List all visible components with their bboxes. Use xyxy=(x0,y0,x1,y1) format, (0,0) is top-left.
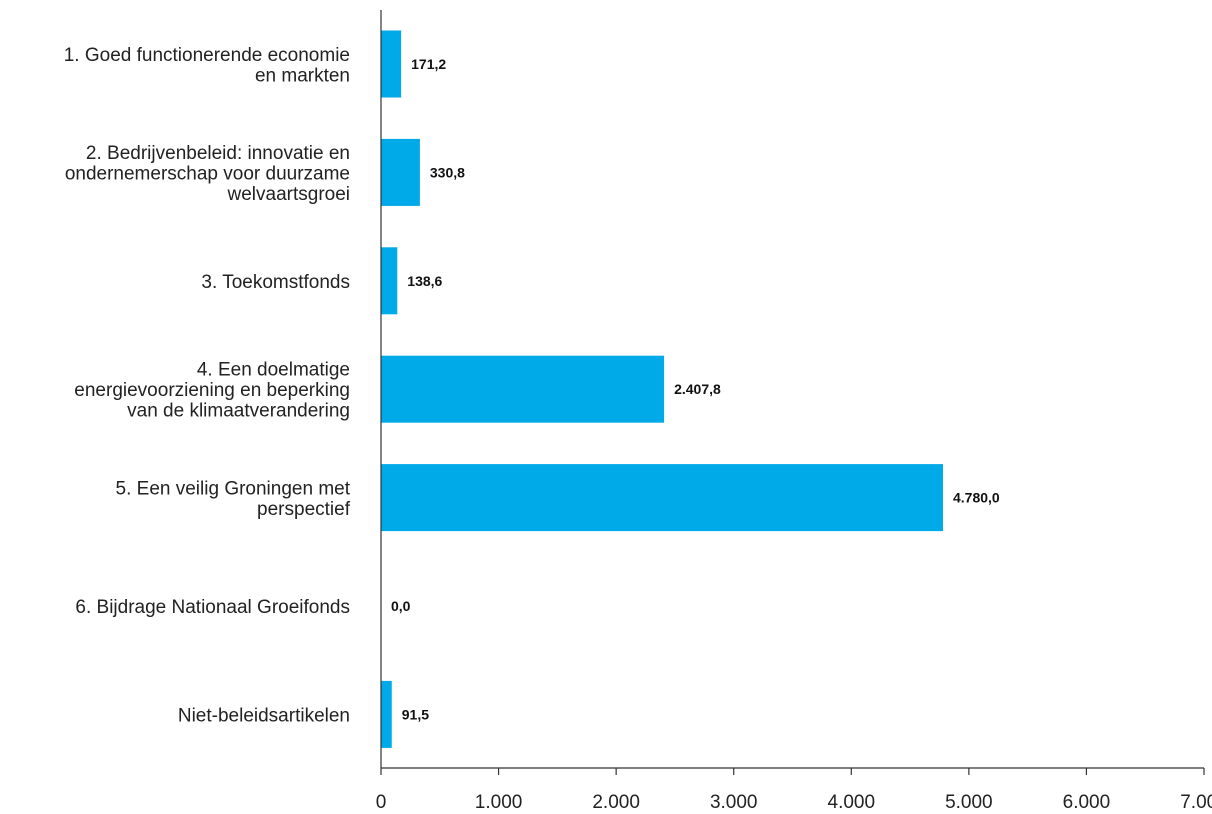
category-label-line: ondernemerschap voor duurzame xyxy=(65,163,350,184)
category-label-line: 1. Goed functionerende economie xyxy=(64,45,350,66)
bar-3 xyxy=(381,247,398,315)
category-label-line: 3. Toekomstfonds xyxy=(201,272,350,293)
category-label-line: 5. Een veilig Groningen met xyxy=(116,478,351,499)
value-label-5: 4.780,0 xyxy=(953,490,1000,506)
x-tick-label: 0 xyxy=(376,792,387,813)
x-tick-label: 3.000 xyxy=(710,792,758,813)
bar-5 xyxy=(381,464,943,532)
value-label-6: 0,0 xyxy=(391,598,411,614)
value-label-7: 91,5 xyxy=(402,706,429,722)
category-label-6: 6. Bijdrage Nationaal Groeifonds xyxy=(75,597,350,618)
x-tick-label: 7.000 xyxy=(1180,792,1212,813)
bar-7 xyxy=(381,680,392,748)
value-label-2: 330,8 xyxy=(430,164,465,180)
category-label-line: welvaartsgroei xyxy=(227,184,351,205)
x-axis-ticks: 0 1.000 2.000 3.000 4.000 5.000 6.000 7.000 xyxy=(376,768,1212,813)
x-tick-label: 5.000 xyxy=(945,792,993,813)
category-label-line: 6. Bijdrage Nationaal Groeifonds xyxy=(75,597,350,618)
category-label-line: 2. Bedrijvenbeleid: innovatie en xyxy=(86,143,350,164)
category-label-3: 3. Toekomstfonds xyxy=(201,272,350,293)
category-label-line: energievoorziening en beperking xyxy=(74,380,350,401)
x-tick-label: 6.000 xyxy=(1063,792,1111,813)
bars-layer xyxy=(381,30,943,748)
value-label-1: 171,2 xyxy=(411,56,446,72)
category-label-line: en markten xyxy=(255,65,350,86)
bar-2 xyxy=(381,138,420,206)
value-label-4: 2.407,8 xyxy=(674,381,721,397)
x-tick-label: 1.000 xyxy=(475,792,523,813)
value-labels: 171,2 330,8 138,6 2.407,8 4.780,0 0,0 91,5 xyxy=(391,56,1000,722)
category-label-line: van de klimaatverandering xyxy=(127,401,350,422)
category-label-line: Niet-beleidsartikelen xyxy=(178,705,350,726)
bar-1 xyxy=(381,30,402,98)
x-tick-label: 4.000 xyxy=(828,792,876,813)
category-label-1: 1. Goed functionerende economie en markte… xyxy=(64,45,350,87)
category-label-2: 2. Bedrijvenbeleid: innovatie en ondernem… xyxy=(65,143,350,205)
value-label-3: 138,6 xyxy=(407,273,442,289)
category-label-4: 4. Een doelmatige energievoorziening en b… xyxy=(74,360,350,422)
bar-4 xyxy=(381,355,665,423)
category-label-line: perspectief xyxy=(257,499,351,520)
category-labels: 1. Goed functionerende economie en markte… xyxy=(64,45,351,727)
x-tick-label: 2.000 xyxy=(592,792,640,813)
category-label-line: 4. Een doelmatige xyxy=(197,360,350,381)
category-label-5: 5. Een veilig Groningen met perspectief xyxy=(116,478,351,519)
category-label-7: Niet-beleidsartikelen xyxy=(178,705,350,726)
